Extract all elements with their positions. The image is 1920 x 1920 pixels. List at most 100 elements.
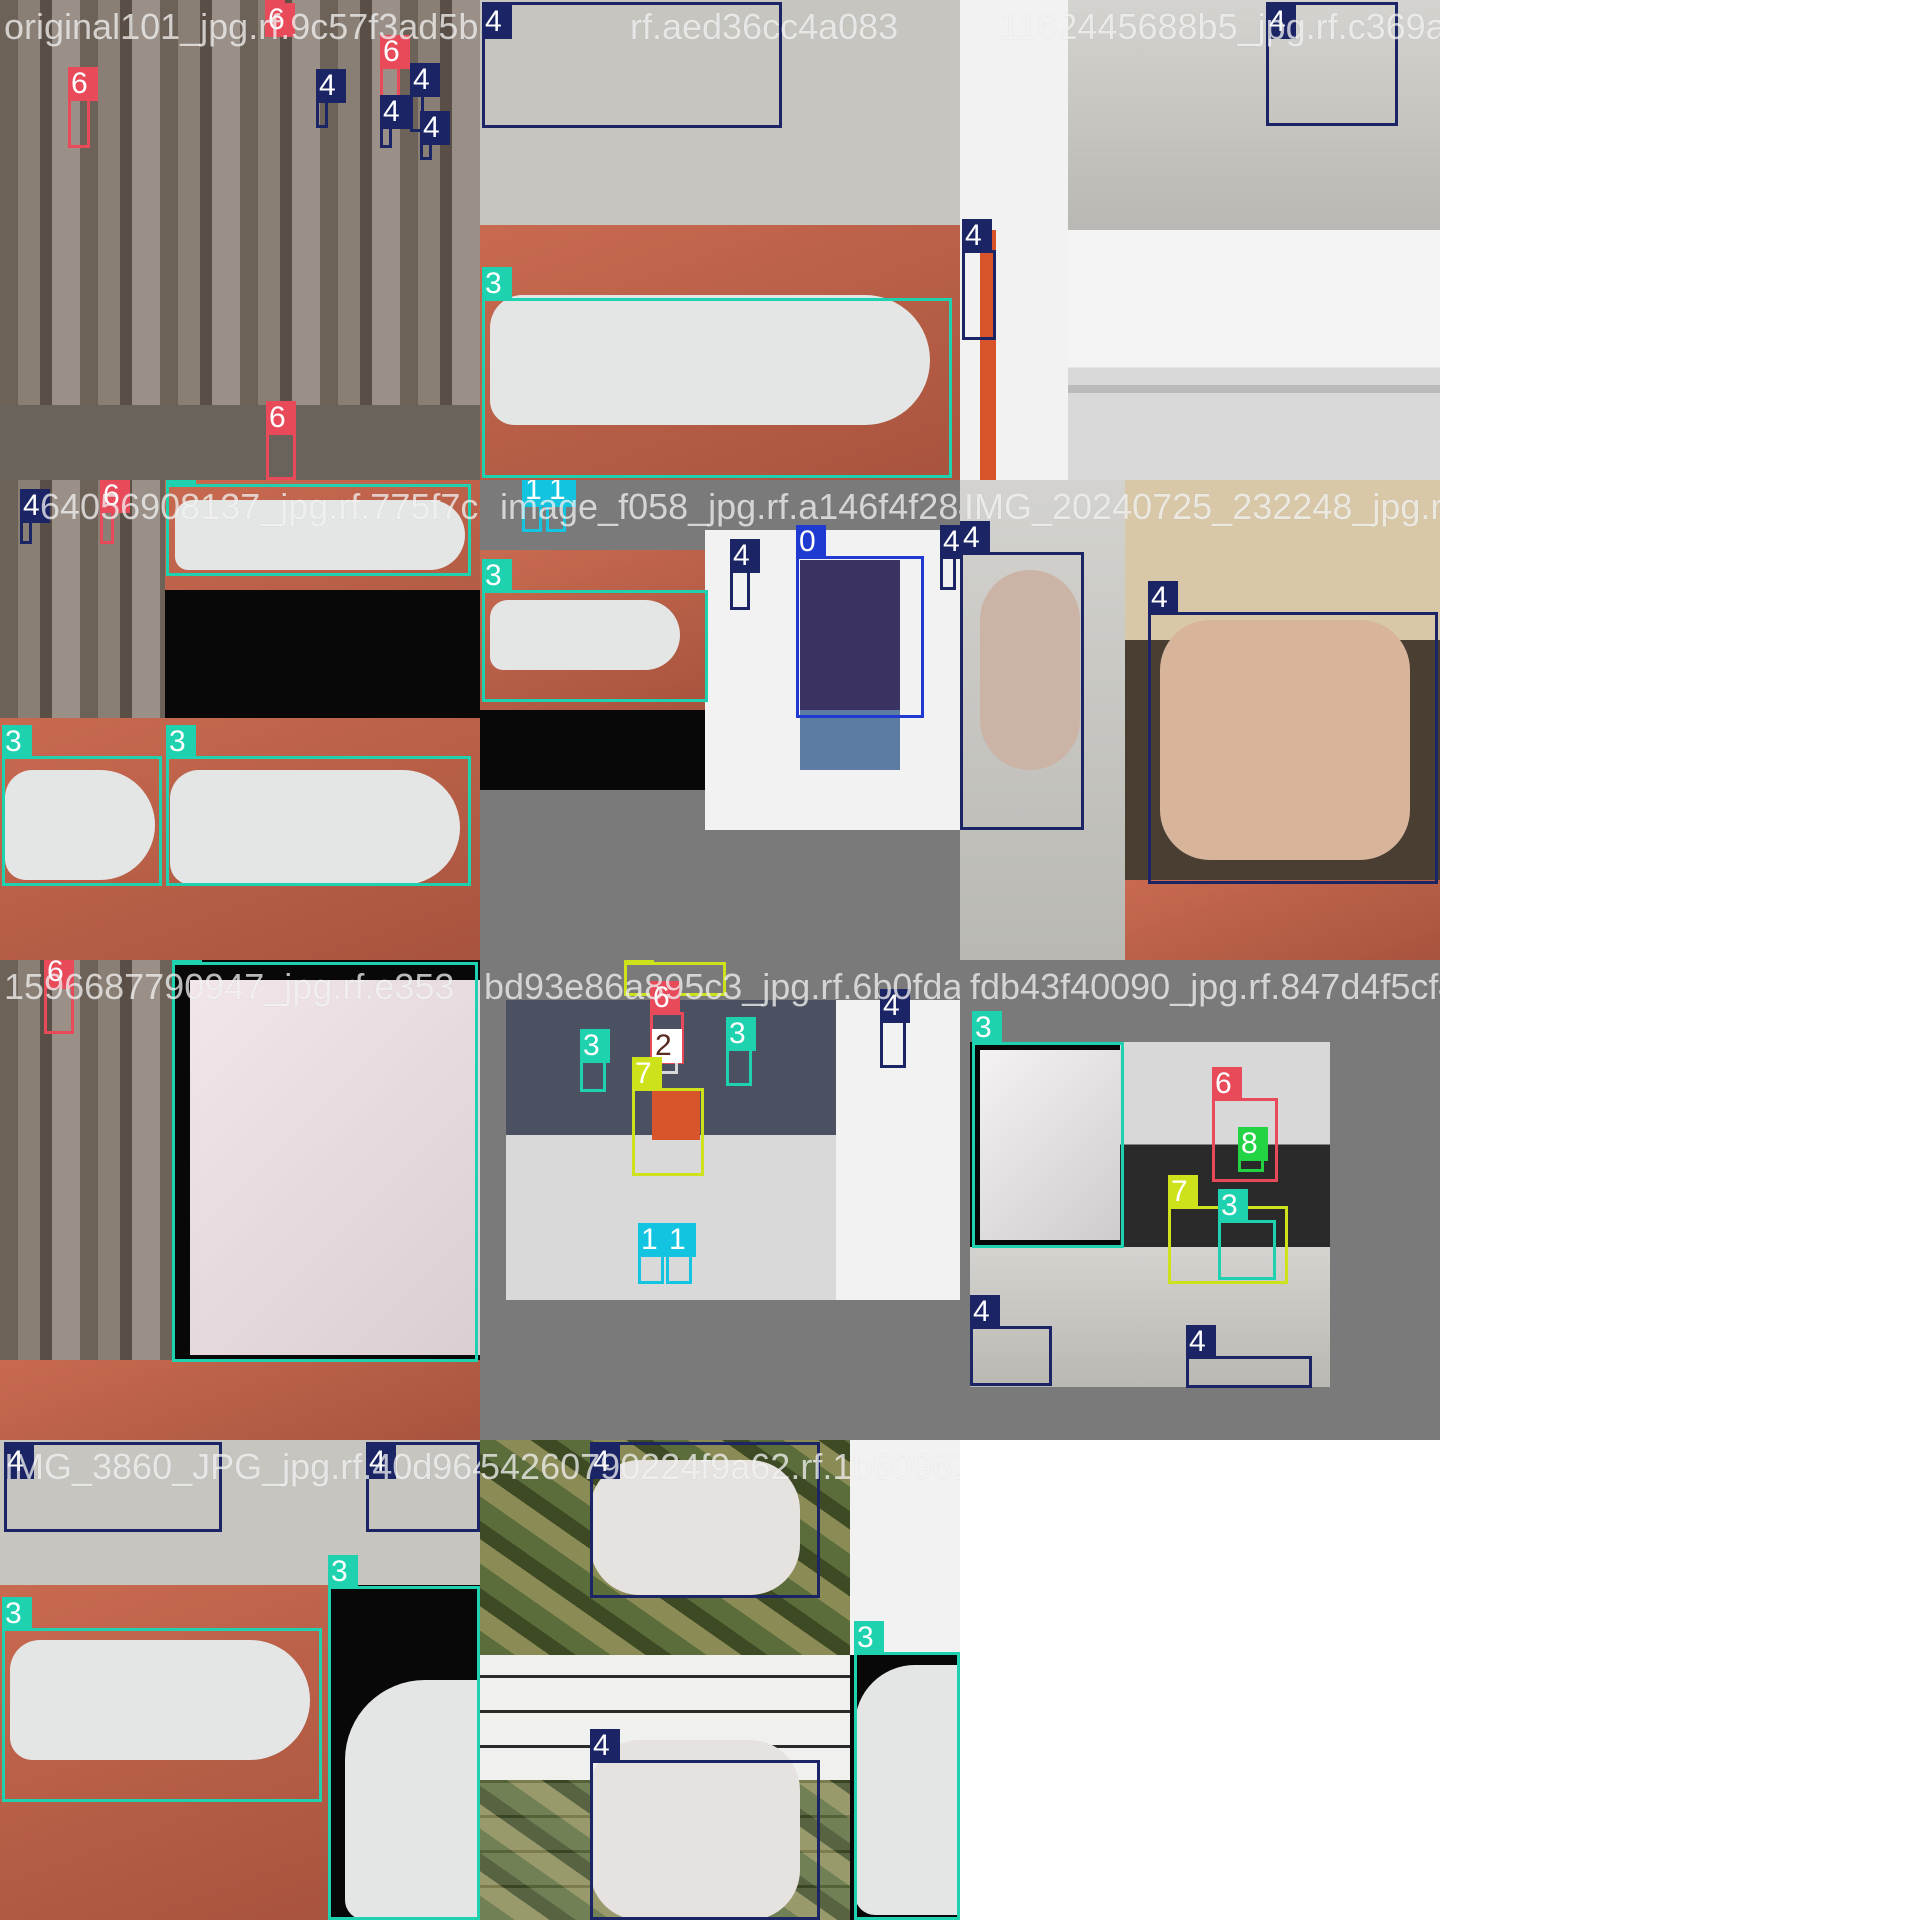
filename-label: IMG_3860_JPG_jpg.rf.40d964260790224f9a62: [4, 1446, 480, 1487]
bbox-class-6[interactable]: 6: [1212, 1067, 1278, 1182]
bbox-label: 8: [1238, 1127, 1268, 1161]
bbox-class-3[interactable]: 3: [2, 725, 162, 886]
safety-vest: [652, 1090, 700, 1140]
bbox-class-8[interactable]: 8: [1238, 1127, 1268, 1172]
bbox-class-6[interactable]: 6: [100, 480, 130, 544]
bbox-class-3[interactable]: 3: [328, 1555, 480, 1920]
bbox-label: 6: [44, 960, 74, 989]
bbox-class-4[interactable]: 4: [420, 111, 450, 160]
bbox-label: 4: [380, 95, 410, 129]
bbox-class-3[interactable]: 3: [2, 1597, 322, 1802]
white-glove: [490, 600, 680, 670]
glove-closeup: [980, 1050, 1120, 1240]
mosaic-tile-5[interactable]: image_f058_jpg.rf.a146f4f284f 1 1 3 4 0 …: [480, 480, 960, 960]
bbox-label: 7: [624, 960, 654, 965]
bbox-class-7[interactable]: 7: [632, 1057, 704, 1176]
bbox-label: 1: [546, 480, 576, 507]
bbox-label: 3: [482, 267, 512, 301]
bbox-label: 3: [2, 1597, 32, 1631]
bbox-class-4[interactable]: 4: [590, 1729, 820, 1920]
bbox-label: 4: [970, 1295, 1000, 1329]
mosaic-tile-1[interactable]: original101_jpg.rf.9c57f3ad5b12b6bff8 6 …: [0, 0, 480, 480]
bbox-class-4[interactable]: 4: [366, 1442, 480, 1532]
open-palm: [590, 1740, 800, 1920]
dark-background: [480, 710, 705, 790]
bbox-label: 7: [632, 1057, 662, 1091]
bbox-class-4[interactable]: 4: [940, 525, 960, 590]
red-rope: [980, 230, 996, 480]
grey-surface: [1068, 0, 1440, 230]
bbox-class-4[interactable]: 4: [4, 1442, 222, 1532]
bbox-class-4[interactable]: 4: [590, 1442, 820, 1598]
filename-label: 1162445688b5_jpg.rf.c369a2c4b1aabc7: [1000, 6, 1440, 47]
open-palm: [1160, 620, 1410, 860]
mosaic-tile-3[interactable]: 1162445688b5_jpg.rf.c369a2c4b1aabc7 4 4: [960, 0, 1440, 480]
bbox-class-4[interactable]: 4: [1148, 581, 1438, 884]
bbox-label: 3: [854, 1621, 884, 1655]
bbox-label: 4: [20, 489, 50, 523]
grey-surface: [480, 0, 960, 225]
mosaic-tile-9[interactable]: fdb43f40090_jpg.rf.847d4f5cf4cdc3efa6150…: [960, 960, 1440, 1440]
mosaic-tile-6[interactable]: IMG_20240725_232248_jpg.rf.356f01bcdf5ad…: [960, 480, 1440, 960]
bbox-class-3[interactable]: 3: [166, 725, 471, 886]
bbox-class-1[interactable]: 1: [666, 1223, 696, 1284]
table-surface: [1125, 880, 1440, 960]
bbox-class-4[interactable]: 4: [880, 989, 910, 1068]
bbox-label: 4: [4, 1445, 34, 1479]
bbox-class-4[interactable]: 4: [970, 1295, 1052, 1386]
bbox-class-3[interactable]: 3: [166, 480, 471, 576]
filename-label: bd93e86a895c3_jpg.rf.6b0fda05fdb43f40090…: [484, 966, 960, 1007]
bbox-label: 4: [730, 539, 760, 573]
bbox-class-4[interactable]: 4: [960, 521, 1084, 830]
bbox-class-3[interactable]: 3: [726, 1017, 756, 1086]
bbox-class-3[interactable]: 3: [482, 267, 952, 478]
bbox-label: 0: [796, 525, 826, 559]
bbox-class-3[interactable]: 3: [1218, 1189, 1276, 1280]
bbox-label: 4: [960, 521, 990, 555]
bbox-label: 3: [580, 1029, 610, 1063]
white-glove: [10, 1640, 310, 1760]
bbox-class-4[interactable]: 4: [1266, 2, 1398, 126]
bbox-class-4[interactable]: 4: [730, 539, 760, 610]
bbox-class-4[interactable]: 4: [962, 219, 996, 340]
mosaic-tile-11[interactable]: 54260790224f9a62.rf.1b60962eced142296284…: [480, 1440, 960, 1920]
shelf: [1068, 385, 1440, 393]
rope-photo: [836, 1000, 960, 1300]
filename-label: original101_jpg.rf.9c57f3ad5b12b6bff8: [4, 6, 480, 47]
bbox-class-1[interactable]: 1: [546, 480, 576, 532]
bbox-class-4[interactable]: 4: [482, 2, 782, 128]
bbox-class-3[interactable]: 3: [482, 559, 708, 702]
table-surface: [0, 1360, 480, 1440]
mosaic-tile-4[interactable]: 64056908137_jpg.rf.775f7cdfe3f058 6 4 3 …: [0, 480, 480, 960]
arm-photo: [0, 1440, 480, 1585]
mosaic-tile-7[interactable]: 1596687790947_jpg.rf.e353 6 3: [0, 960, 480, 1440]
bbox-class-3[interactable]: 3: [972, 1011, 1124, 1248]
filename-label: image_f058_jpg.rf.a146f4f284f: [500, 486, 960, 527]
bbox-class-3[interactable]: 3: [172, 960, 478, 1362]
bbox-label: 4: [590, 1729, 620, 1763]
mosaic-tile-8[interactable]: bd93e86a895c3_jpg.rf.6b0fda05fdb43f40090…: [480, 960, 960, 1440]
bbox-label: 6: [100, 480, 130, 513]
bbox-label: 3: [726, 1017, 756, 1051]
white-glove: [5, 770, 155, 880]
bbox-class-3[interactable]: 3: [854, 1621, 960, 1920]
bbox-label: 6: [650, 981, 680, 1015]
mosaic-tile-10[interactable]: IMG_3860_JPG_jpg.rf.40d964260790224f9a62…: [0, 1440, 480, 1920]
bbox-class-4[interactable]: 4: [380, 95, 410, 148]
bbox-class-4[interactable]: 4: [1186, 1325, 1312, 1388]
bbox-class-0[interactable]: 0: [796, 525, 924, 718]
bbox-class-1[interactable]: 1: [638, 1223, 668, 1284]
bbox-class-3[interactable]: 3: [580, 1029, 610, 1092]
bbox-class-6[interactable]: 6: [266, 401, 296, 480]
dark-background: [165, 590, 480, 718]
bbox-class-6[interactable]: 6: [44, 960, 74, 1034]
bbox-class-6[interactable]: 6: [265, 0, 295, 37]
bbox-label: 4: [880, 989, 910, 1023]
bbox-class-4[interactable]: 4: [316, 69, 346, 128]
bbox-label: 3: [972, 1011, 1002, 1045]
mosaic-tile-2[interactable]: rf.aed36cc4a083 4 3: [480, 0, 960, 480]
bbox-label: 6: [1212, 1067, 1242, 1101]
bbox-class-6[interactable]: 6: [68, 67, 98, 148]
bbox-class-4[interactable]: 4: [20, 489, 50, 544]
table-surface: [480, 225, 960, 480]
